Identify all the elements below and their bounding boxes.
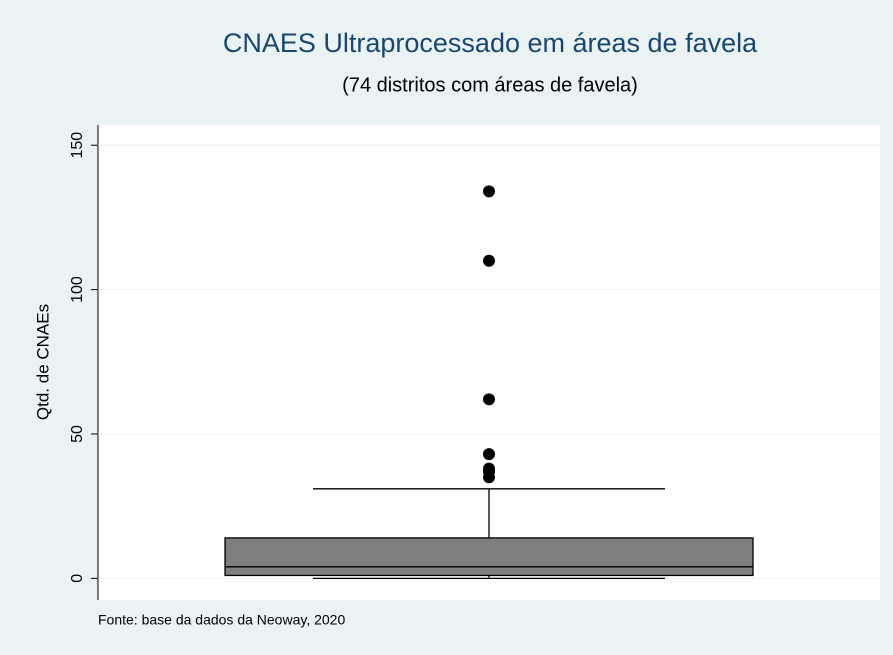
y-axis-label: Qtd. de CNAEs xyxy=(33,304,52,420)
box xyxy=(224,537,754,577)
y-tick-label: 100 xyxy=(69,276,86,303)
outlier xyxy=(483,185,495,198)
outlier xyxy=(483,254,495,267)
outlier xyxy=(483,471,495,484)
outlier xyxy=(483,393,495,406)
y-tick-label: 0 xyxy=(69,574,86,583)
y-tick-label: 50 xyxy=(69,425,86,443)
outlier xyxy=(483,448,495,461)
y-tick-label: 150 xyxy=(69,132,86,159)
chart-subtitle: (74 distritos com áreas de favela) xyxy=(342,74,638,96)
note: Fonte: base da dados da Neoway, 2020 xyxy=(98,612,345,628)
chart-title: CNAES Ultraprocessado em áreas de favela xyxy=(223,28,758,58)
